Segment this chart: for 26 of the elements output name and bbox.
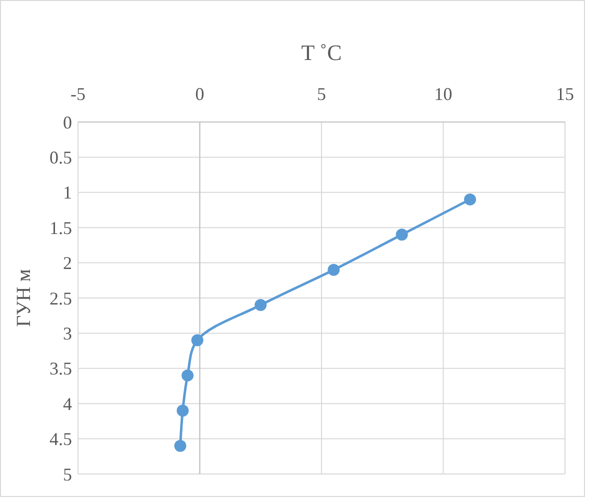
- y-tick-label: 4: [63, 394, 72, 414]
- point: [328, 264, 340, 276]
- point: [174, 440, 186, 452]
- point: [176, 404, 189, 417]
- x-tick-label: 0: [195, 84, 204, 104]
- y-tick-label: 3: [63, 324, 72, 344]
- x-tick-label: -5: [70, 84, 86, 104]
- y-tick-label: 0.5: [50, 148, 72, 168]
- y-tick-label: 0: [63, 112, 72, 132]
- point: [191, 334, 204, 346]
- y-tick-label: 1: [63, 182, 72, 203]
- y-axis-title: ГУН м: [13, 268, 35, 327]
- y-tick-label: 3.5: [50, 358, 72, 379]
- point: [464, 193, 476, 206]
- point: [182, 369, 194, 382]
- y-tick-label: 2: [63, 253, 72, 274]
- y-tick-label: 4.5: [50, 429, 72, 450]
- point: [396, 228, 408, 241]
- point: [254, 299, 267, 312]
- x-axis-title: T ˚C: [301, 40, 342, 65]
- x-tick-label: 15: [556, 84, 574, 104]
- x-tick-label: 5: [317, 84, 326, 104]
- y-tick-label: 5: [63, 464, 72, 484]
- x-tick-label: 10: [434, 84, 452, 104]
- y-tick-label: 2.5: [50, 288, 72, 308]
- y-tick-label: 1.5: [50, 218, 72, 238]
